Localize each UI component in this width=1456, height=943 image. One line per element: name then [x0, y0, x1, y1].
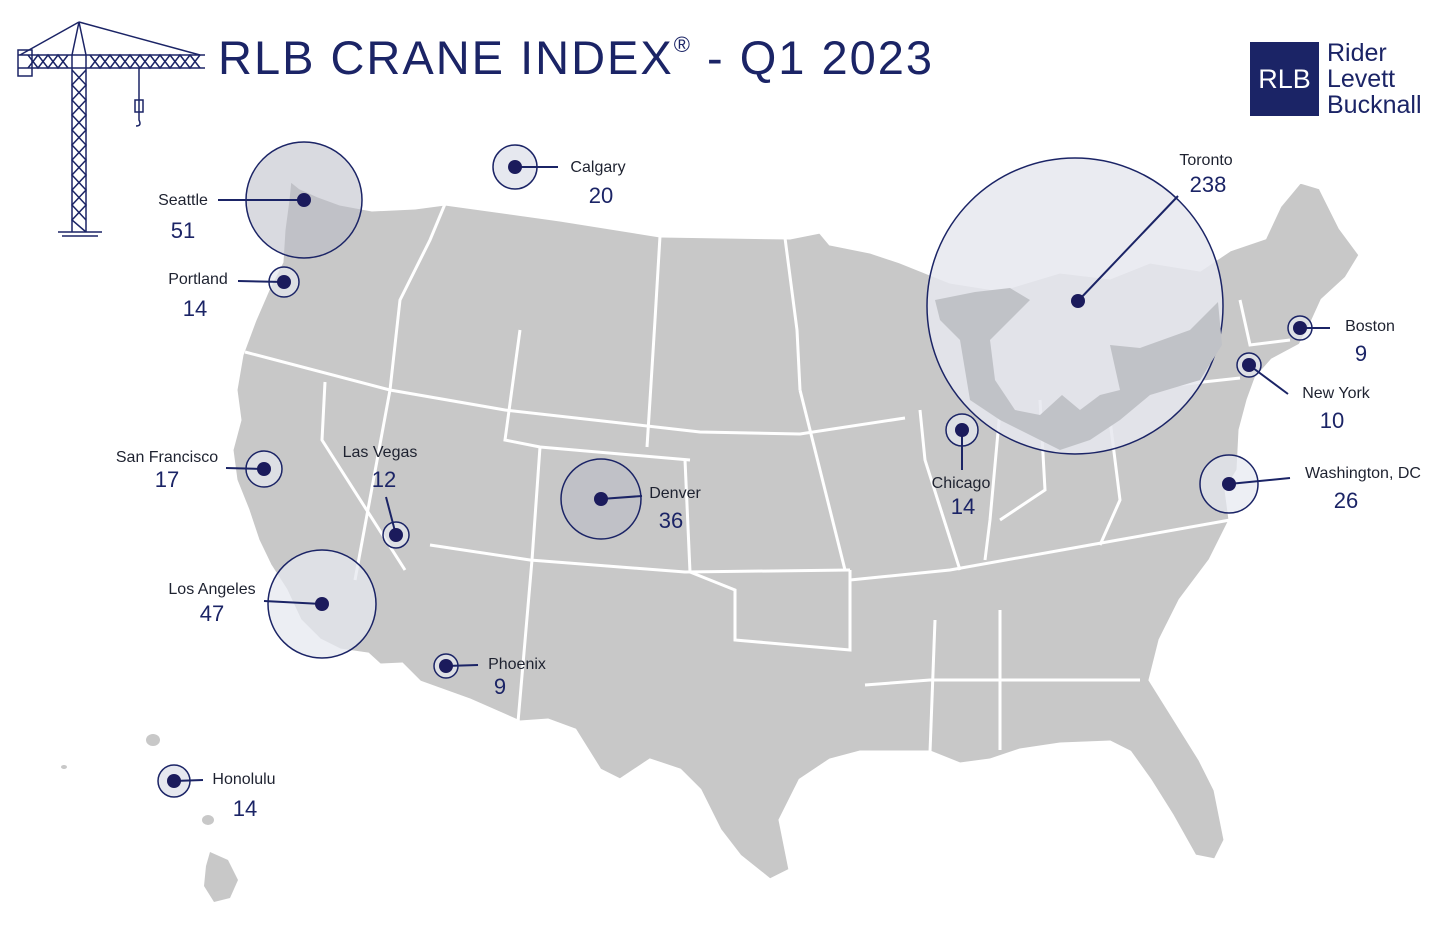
city-count-portland: 14 — [182, 296, 208, 321]
city-label-honolulu: Honolulu — [212, 771, 276, 788]
city-label-toronto: Toronto — [1179, 152, 1233, 169]
city-label-washington-dc: Washington, DC — [1305, 465, 1421, 482]
hawaii-island-4 — [61, 765, 67, 769]
registered-mark: ® — [673, 32, 692, 57]
city-label-phoenix: Phoenix — [488, 656, 546, 673]
city-label-chicago: Chicago — [931, 475, 991, 492]
logo-line-2: Levett — [1327, 65, 1396, 93]
title-main: RLB CRANE INDEX — [218, 31, 674, 84]
city-dots — [167, 160, 1307, 788]
hawaii-island-1 — [146, 734, 160, 746]
city-label-new-york: New York — [1302, 385, 1370, 402]
title-suffix: - Q1 2023 — [691, 31, 935, 84]
city-count-washington-dc: 26 — [1333, 488, 1359, 513]
city-label-boston: Boston — [1345, 318, 1395, 335]
city-label-portland: Portland — [168, 271, 228, 288]
city-label-las-vegas: Las Vegas — [342, 444, 418, 461]
hawaii-island-3 — [202, 815, 214, 825]
page-title: RLB CRANE INDEX® - Q1 2023 — [218, 30, 934, 85]
great-lakes — [935, 288, 1222, 450]
city-label-san-francisco: San Francisco — [115, 449, 219, 466]
city-label-los-angeles: Los Angeles — [168, 581, 256, 598]
state-borders — [244, 203, 1291, 753]
city-count-honolulu: 14 — [232, 796, 258, 821]
city-label-calgary: Calgary — [570, 159, 626, 176]
city-count-chicago: 14 — [950, 494, 976, 519]
city-count-boston: 9 — [1354, 341, 1368, 366]
city-count-toronto: 238 — [1189, 172, 1227, 197]
logo-initials: RLB — [1258, 63, 1311, 94]
city-count-seattle: 51 — [170, 218, 196, 243]
hawaii-island-big — [204, 852, 238, 902]
city-count-las-vegas: 12 — [371, 467, 397, 492]
rlb-logo-box: RLB — [1250, 42, 1319, 116]
city-label-seattle: Seattle — [158, 192, 208, 209]
logo-line-3: Bucknall — [1327, 91, 1422, 119]
city-count-phoenix: 9 — [493, 674, 507, 699]
city-count-denver: 36 — [658, 508, 684, 533]
crane-icon — [17, 21, 205, 237]
city-count-new-york: 10 — [1319, 408, 1345, 433]
rlb-logo-words: Rider Levett Bucknall — [1327, 40, 1422, 118]
city-label-denver: Denver — [649, 485, 701, 502]
city-count-san-francisco: 17 — [154, 467, 180, 492]
city-count-calgary: 20 — [588, 183, 614, 208]
logo-line-1: Rider — [1327, 39, 1387, 67]
city-count-los-angeles: 47 — [199, 601, 225, 626]
